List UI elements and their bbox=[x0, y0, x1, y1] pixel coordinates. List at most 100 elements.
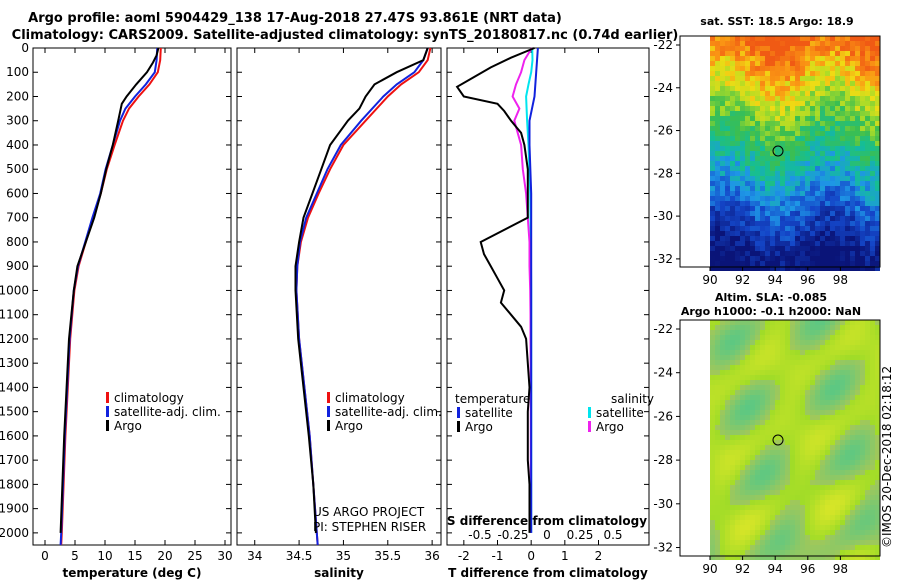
salinity-legend-argo-label: Argo bbox=[335, 419, 363, 433]
sst-profile-marker bbox=[772, 145, 784, 157]
temperature-legend-satellite-swatch bbox=[106, 406, 109, 417]
difference-legend-temperature-title: temperature bbox=[455, 392, 530, 406]
depth-tick-label: 1100 bbox=[0, 308, 29, 322]
depth-tick-label: 200 bbox=[6, 89, 29, 103]
temperature-argo-line bbox=[59, 47, 160, 533]
sla-lon-tick-label: 92 bbox=[735, 562, 750, 576]
temperature-legend-climatology-swatch bbox=[106, 392, 109, 403]
sla-map-title-2: Argo h1000: -0.1 h2000: NaN bbox=[681, 305, 861, 318]
temperature-xtick-label: 5 bbox=[71, 549, 79, 563]
depth-tick-label: 1900 bbox=[0, 502, 29, 516]
difference-xtick-label: 0 bbox=[527, 549, 535, 563]
salinity-xtick-label: 35.5 bbox=[374, 549, 401, 563]
sst-map: -22 -24 -26 -28 -30 -32 90 92 94 96 98 bbox=[653, 35, 881, 287]
difference-temperature-argo-line bbox=[455, 47, 535, 533]
sst-lat-tick-label: -32 bbox=[653, 252, 673, 266]
sla-map: -22 -24 -26 -28 -30 -32 90 92 94 96 98 bbox=[653, 319, 881, 576]
depth-tick-label: 1200 bbox=[0, 332, 29, 346]
difference-xtick-label: -1 bbox=[492, 549, 504, 563]
sst-lat-tick-label: -30 bbox=[653, 209, 673, 223]
sst-map-title: sat. SST: 18.5 Argo: 18.9 bbox=[700, 15, 853, 28]
salinity-xtick-label: 35 bbox=[336, 549, 351, 563]
salinity-xtick-label: 34.5 bbox=[286, 549, 313, 563]
difference-xtick-label: 2 bbox=[595, 549, 603, 563]
depth-tick-label: 1400 bbox=[0, 380, 29, 394]
sst-map-cells bbox=[710, 36, 880, 271]
salinity-xtick-label: 36 bbox=[424, 549, 439, 563]
sla-map-title-1: Altim. SLA: -0.085 bbox=[715, 291, 827, 304]
depth-tick-label: 900 bbox=[6, 259, 29, 273]
depth-tick-label: 1300 bbox=[0, 356, 29, 370]
salinity-panel: 34 34.5 35 35.5 36 salinity climatologysatelli… bbox=[236, 47, 442, 580]
difference-s-tick-label: 0 bbox=[543, 528, 551, 542]
difference-legend-s-satellite-label: satellite bbox=[596, 406, 644, 420]
temperature-xtick-label: 0 bbox=[41, 549, 49, 563]
difference-legend-t-satellite-label: satellite bbox=[465, 406, 513, 420]
depth-tick-label: 100 bbox=[6, 65, 29, 79]
pi-text-line1: US ARGO PROJECT bbox=[313, 505, 425, 519]
sst-lon-tick-label: 96 bbox=[800, 273, 815, 287]
difference-xtick-label: 1 bbox=[561, 549, 569, 563]
depth-tick-label: 1600 bbox=[0, 429, 29, 443]
sla-map-cells bbox=[710, 320, 880, 560]
depth-tick-label: 0 bbox=[21, 41, 29, 55]
salinity-argo-line bbox=[294, 47, 429, 533]
salinity-legend-satellite-label: satellite-adj. clim. bbox=[335, 405, 442, 419]
temperature-legend-argo-swatch bbox=[106, 420, 109, 431]
sst-lon-tick-label: 98 bbox=[833, 273, 848, 287]
sst-lon-tick-label: 94 bbox=[768, 273, 783, 287]
depth-tick-label: 2000 bbox=[0, 526, 29, 540]
difference-legend-s-argo-label: Argo bbox=[596, 420, 624, 434]
sst-lon-tick-label: 92 bbox=[735, 273, 750, 287]
difference-legend-t-argo-swatch bbox=[457, 421, 460, 432]
difference-axes-frame bbox=[446, 47, 650, 546]
temperature-legend-argo-label: Argo bbox=[114, 419, 142, 433]
difference-legend-s-argo-swatch bbox=[588, 421, 591, 432]
difference-panel: -2 -1 0 1 2T difference from climatology-0.5… bbox=[446, 47, 654, 580]
difference-legend-salinity-title: salinity bbox=[611, 392, 654, 406]
temperature-xtick-label: 25 bbox=[187, 549, 202, 563]
temperature-panel: 0 5 10 15 20 25 30 temperature (deg C) climatolo… bbox=[32, 47, 233, 580]
depth-tick-label: 1800 bbox=[0, 477, 29, 491]
sla-lon-tick-label: 98 bbox=[833, 562, 848, 576]
temperature-xtick-label: 15 bbox=[127, 549, 142, 563]
temperature-legend-climatology-label: climatology bbox=[114, 391, 184, 405]
salinity-legend-satellite-swatch bbox=[327, 406, 330, 417]
salinity-xtick-label: 34 bbox=[247, 549, 262, 563]
depth-tick-label: 700 bbox=[6, 211, 29, 225]
temperature-xtick-label: 20 bbox=[157, 549, 172, 563]
temperature-xtick-label: 30 bbox=[217, 549, 232, 563]
sla-lat-tick-label: -22 bbox=[653, 322, 673, 336]
figure-title-line2: Climatology: CARS2009. Satellite-adjuste… bbox=[12, 28, 679, 43]
difference-s-tick-label: 0.25 bbox=[567, 528, 594, 542]
difference-s-tick-label: 0.5 bbox=[603, 528, 622, 542]
sst-lon-tick-label: 90 bbox=[702, 273, 717, 287]
sla-lon-tick-label: 96 bbox=[800, 562, 815, 576]
sla-lon-tick-label: 90 bbox=[702, 562, 717, 576]
sst-map-frame bbox=[679, 35, 881, 268]
sst-lat-tick-label: -24 bbox=[653, 81, 673, 95]
difference-xtick-label: -2 bbox=[458, 549, 470, 563]
temperature-legend-satellite-label: satellite-adj. clim. bbox=[114, 405, 221, 419]
sla-lat-tick-label: -24 bbox=[653, 366, 673, 380]
figure-title-line1: Argo profile: aoml 5904429_138 17-Aug-20… bbox=[28, 11, 562, 26]
sst-lat-tick-label: -28 bbox=[653, 166, 673, 180]
depth-tick-label: 500 bbox=[6, 162, 29, 176]
difference-xlabel: T difference from climatology bbox=[448, 566, 648, 580]
sla-lat-tick-label: -32 bbox=[653, 541, 673, 555]
salinity-legend-argo-swatch bbox=[327, 420, 330, 431]
sst-lat-tick-label: -26 bbox=[653, 124, 673, 138]
difference-temperature-satellite-line bbox=[528, 47, 539, 533]
depth-tick-label: 800 bbox=[6, 235, 29, 249]
salinity-legend-climatology-swatch bbox=[327, 392, 330, 403]
difference-s-label: S difference from climatology bbox=[447, 514, 647, 528]
salinity-axes-frame bbox=[236, 47, 442, 546]
difference-s-tick-label: -0.25 bbox=[497, 528, 528, 542]
salinity-xlabel: salinity bbox=[314, 566, 364, 580]
sla-lat-tick-label: -26 bbox=[653, 409, 673, 423]
maps-group: -22 -24 -26 -28 -30 -32 90 92 94 96 98 -22 -24 -26 -28… bbox=[653, 15, 894, 576]
sla-profile-marker bbox=[772, 434, 784, 446]
difference-s-tick-label: -0.5 bbox=[468, 528, 491, 542]
salinity-legend-climatology-label: climatology bbox=[335, 391, 405, 405]
